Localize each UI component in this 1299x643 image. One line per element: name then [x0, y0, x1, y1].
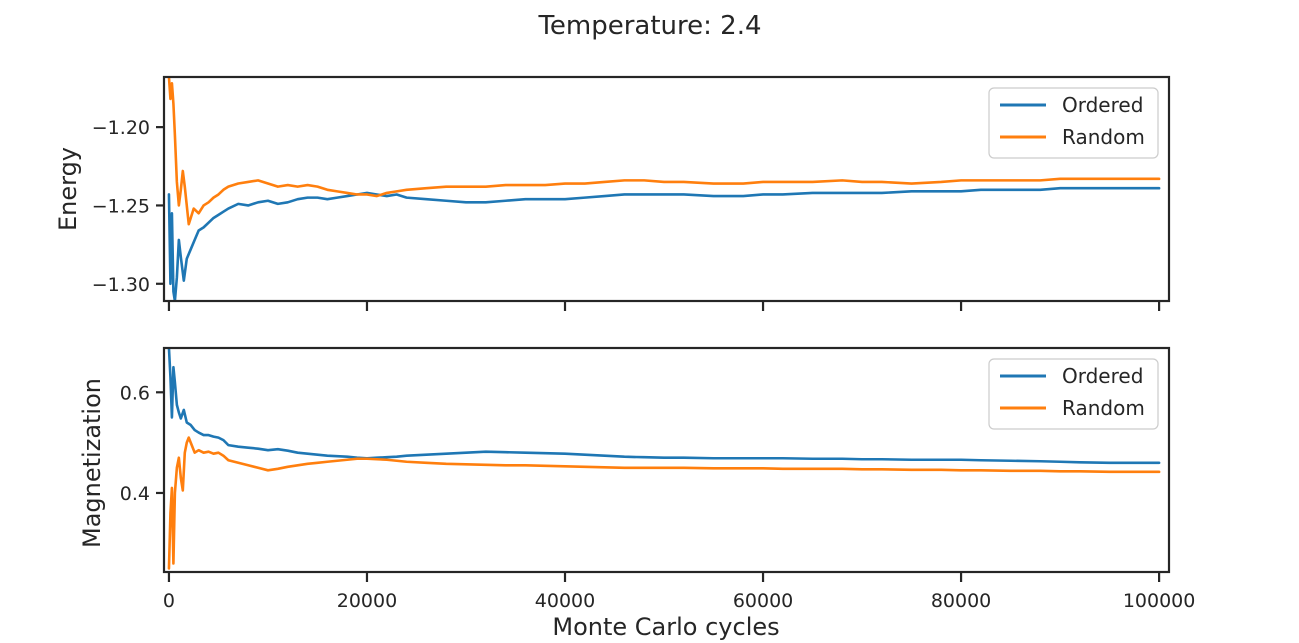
energy-y-tick-label: −1.25 — [92, 195, 150, 217]
magnetization-y-tick-label: 0.4 — [120, 483, 150, 505]
magnetization-legend-label-random: Random — [1062, 396, 1145, 420]
magnetization-panel: 0.4 0.6 0 20000 40000 60000 80000 100000 Magne… — [78, 346, 1195, 641]
magnetization-y-tick-label: 0.6 — [120, 382, 150, 404]
energy-series-random-line — [167, 77, 1161, 226]
energy-series-group — [167, 77, 1161, 301]
energy-panel: −1.30 −1.25 −1.20 Energy Ordered Random — [54, 75, 1171, 311]
energy-axes-frame — [162, 75, 1171, 303]
magnetization-series-ordered-line — [167, 348, 1161, 465]
magnetization-y-label: Magnetization — [78, 378, 106, 548]
magnetization-x-tick-label: 20000 — [337, 590, 397, 612]
magnetization-y-ticks: 0.4 0.6 — [120, 382, 164, 505]
magnetization-legend: Ordered Random — [988, 358, 1159, 430]
magnetization-series-group — [167, 348, 1161, 570]
energy-y-label: Energy — [54, 147, 82, 231]
magnetization-x-ticks: 0 20000 40000 60000 80000 100000 — [163, 572, 1195, 612]
energy-y-ticks: −1.30 −1.25 −1.20 — [92, 117, 164, 296]
energy-series-ordered-line — [167, 186, 1161, 301]
magnetization-x-tick-label: 0 — [163, 590, 175, 612]
energy-y-tick-label: −1.20 — [92, 117, 150, 139]
magnetization-x-tick-label: 100000 — [1123, 590, 1196, 612]
energy-y-tick-label: −1.30 — [92, 274, 150, 296]
energy-legend: Ordered Random — [988, 87, 1159, 159]
energy-legend-label-ordered: Ordered — [1062, 93, 1143, 117]
magnetization-x-tick-label: 40000 — [535, 590, 595, 612]
x-axis-label: Monte Carlo cycles — [552, 613, 779, 641]
magnetization-x-tick-label: 60000 — [733, 590, 793, 612]
magnetization-series-random-line — [167, 436, 1161, 570]
figure-title: Temperature: 2.4 — [537, 11, 761, 41]
magnetization-axes-frame — [162, 346, 1171, 574]
magnetization-legend-label-ordered: Ordered — [1062, 364, 1143, 388]
magnetization-x-tick-label: 80000 — [931, 590, 991, 612]
energy-x-ticks — [167, 301, 1161, 311]
energy-legend-label-random: Random — [1062, 125, 1145, 149]
